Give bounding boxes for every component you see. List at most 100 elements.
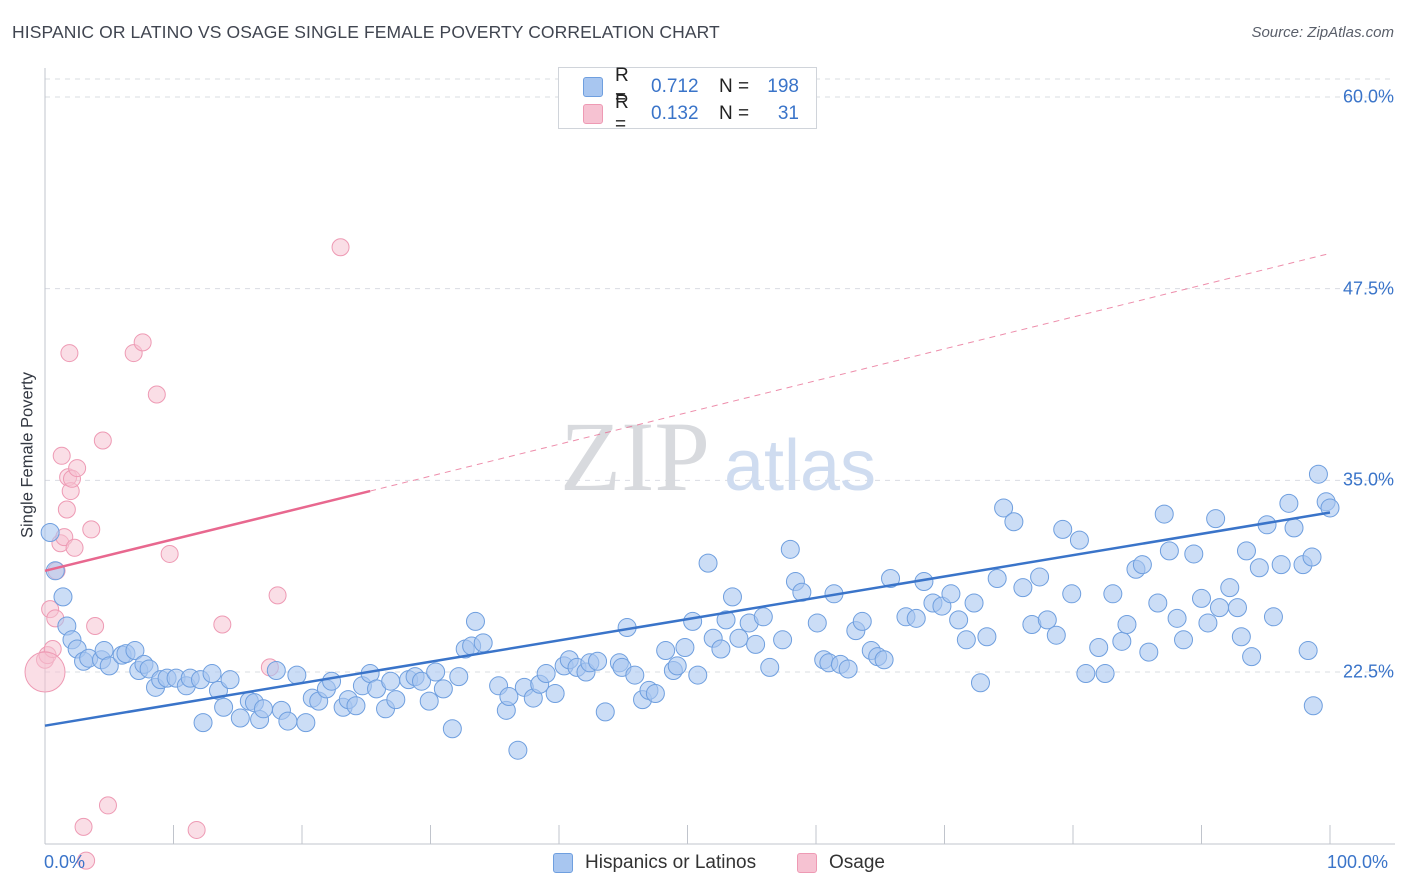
hispanic-point [1302, 547, 1322, 567]
y-tick-label: 60.0% [1342, 86, 1394, 107]
osage-point [60, 344, 79, 363]
hispanic-point [1209, 598, 1229, 618]
hispanic-point [253, 699, 273, 719]
osage-point [187, 820, 206, 839]
hispanic-point [1220, 578, 1240, 598]
hispanic-point [838, 659, 858, 679]
hispanic-point [1037, 610, 1057, 630]
hispanic-point [1089, 637, 1109, 657]
osage-point [52, 446, 71, 465]
hispanic-point [220, 670, 240, 690]
source-credit: Source: ZipAtlas.com [1251, 24, 1394, 41]
watermark: ZIP atlas [560, 401, 876, 512]
hispanic-point [1053, 519, 1073, 539]
hispanic-point [1227, 598, 1247, 618]
hispanic-point [1298, 641, 1318, 661]
hispanic-point [1076, 664, 1096, 684]
y-tick-label: 35.0% [1342, 469, 1394, 490]
hispanic-points [40, 464, 1340, 760]
hispanic-point [1284, 518, 1304, 538]
osage-point [77, 851, 96, 870]
hispanic-point [1159, 541, 1179, 561]
hispanic-point [40, 522, 60, 542]
hispanic-point [1249, 558, 1269, 578]
hispanic-point [1139, 642, 1159, 662]
hispanic-point [987, 568, 1007, 588]
x-tick-label-max: 100.0% [1327, 852, 1389, 872]
hispanic-point [465, 611, 485, 631]
legend-item-hispanic[interactable]: Hispanics or Latinos [553, 852, 756, 874]
osage-point [268, 586, 287, 605]
hispanic-point [1030, 567, 1050, 587]
hispanic-point [716, 610, 736, 630]
hispanic-point [683, 611, 703, 631]
hispanic-point [545, 683, 565, 703]
hispanic-point [956, 630, 976, 650]
hispanic-point [449, 667, 469, 687]
hispanic-point [433, 679, 453, 699]
hispanic-point [386, 690, 406, 710]
osage-point [68, 459, 87, 478]
hispanic-point [1206, 509, 1226, 529]
watermark-zip: ZIP [560, 401, 710, 512]
n-value: 198 [767, 76, 799, 97]
hispanic-point [852, 611, 872, 631]
hispanic-point [1184, 544, 1204, 564]
hispanic-point [473, 633, 493, 653]
hispanic-point [266, 660, 286, 680]
hispanic-point [1004, 512, 1024, 532]
hispanic-point [881, 568, 901, 588]
hispanic-point [656, 641, 676, 661]
osage-trend-line [44, 489, 371, 573]
hispanic-point [760, 657, 780, 677]
legend-row-osage: R = 0.132 N = 31 [583, 92, 799, 135]
hispanic-point [536, 664, 556, 684]
legend-swatch-blue [553, 853, 573, 873]
y-tick-label: 47.5% [1342, 278, 1394, 299]
legend-item-osage[interactable]: Osage [797, 852, 885, 874]
hispanic-point [746, 634, 766, 654]
correlation-legend: R = 0.712 N = 198 R = 0.132 N = 31 [558, 65, 817, 135]
hispanic-point [442, 719, 462, 739]
series-legend: Hispanics or Latinos Osage [0, 852, 1406, 878]
hispanic-point [419, 691, 439, 711]
r-value: 0.132 [651, 103, 699, 124]
hispanic-point [412, 671, 432, 691]
hispanic-point [230, 708, 250, 728]
n-value: 31 [777, 103, 799, 124]
hispanic-point [1117, 614, 1137, 634]
hispanic-point [1112, 631, 1132, 651]
y-tick-label: 22.5% [1342, 661, 1394, 682]
legend-swatch-pink [797, 853, 817, 873]
osage-point [57, 500, 76, 519]
hispanic-point [508, 740, 528, 760]
hispanic-point [675, 637, 695, 657]
chart-title: HISPANIC OR LATINO VS OSAGE SINGLE FEMAL… [12, 22, 720, 42]
trend-lines [44, 252, 1331, 727]
hispanic-point [645, 683, 665, 703]
hispanic-point [949, 610, 969, 630]
hispanic-point [964, 593, 984, 613]
osage-point [331, 238, 350, 257]
hispanic-point [1154, 504, 1174, 524]
osage-point [98, 796, 117, 815]
hispanic-point [970, 673, 990, 693]
hispanic-point [125, 641, 145, 661]
osage-point [74, 817, 93, 836]
osage-point-large [24, 651, 66, 693]
hispanic-point [202, 664, 222, 684]
legend-label-osage: Osage [829, 852, 885, 873]
legend-swatch-blue [583, 77, 603, 97]
osage-point [82, 520, 101, 539]
hispanic-point [1095, 664, 1115, 684]
legend-label-hispanic: Hispanics or Latinos [585, 852, 757, 873]
hispanic-point [1167, 608, 1187, 628]
hispanic-point [711, 639, 731, 659]
hispanic-point [1174, 630, 1194, 650]
hispanic-point [1013, 578, 1033, 598]
hispanic-point [1308, 464, 1328, 484]
legend-swatch-pink [583, 104, 603, 124]
hispanic-point [346, 696, 366, 716]
hispanic-point [1062, 584, 1082, 604]
